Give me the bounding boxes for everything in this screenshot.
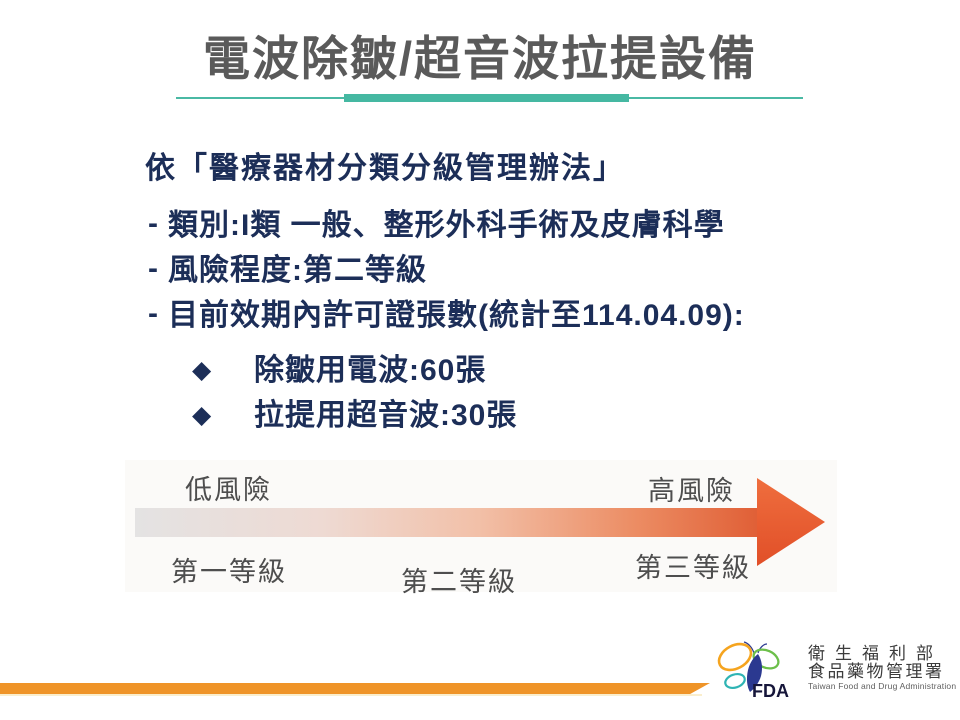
- bullet-text-license-count: 目前效期內許可證張數(統計至114.04.09):: [168, 299, 745, 332]
- list-item: - 目前效期內許可證張數(統計至114.04.09):: [148, 293, 745, 338]
- diamond-bullet-icon: ◆: [192, 356, 212, 384]
- sub-bullet-list: ◆ 除皺用電波:60張 ◆ 拉提用超音波:30張: [192, 348, 517, 438]
- butterfly-logo-icon: FDA: [717, 641, 789, 701]
- agency-parent-name: 衛生福利部: [808, 644, 943, 663]
- list-item: ◆ 除皺用電波:60張: [192, 348, 517, 393]
- list-item: ◆ 拉提用超音波:30張: [192, 393, 517, 438]
- title-underline: [176, 94, 803, 102]
- footer-accent-bar: [0, 683, 710, 694]
- list-item: - 風險程度:第二等級: [148, 248, 745, 293]
- high-risk-label: 高風險: [648, 476, 735, 506]
- sub-bullet-text-ultrasound: 拉提用超音波:30張: [254, 399, 518, 432]
- low-risk-label: 低風險: [185, 475, 272, 505]
- bullet-text-risk-level: 風險程度:第二等級: [168, 254, 427, 287]
- footer-accent-bar-highlight: [0, 694, 702, 696]
- risk-level-diagram: 低風險 高風險 第一等級 第二等級 第三等級: [125, 460, 837, 597]
- bullet-text-category: 類別:I類 一般、整形外科手術及皮膚科學: [168, 209, 725, 242]
- sub-bullet-text-rf: 除皺用電波:60張: [254, 354, 487, 387]
- agency-name-block: 衛生福利部 食品藥物管理署 Taiwan Food and Drug Admin…: [808, 644, 957, 692]
- level-3-label: 第三等級: [635, 553, 751, 583]
- level-1-label: 第一等級: [171, 557, 287, 587]
- agency-name: 食品藥物管理署: [808, 662, 945, 681]
- page-title: 電波除皺/超音波拉提設備: [202, 32, 758, 85]
- diamond-bullet-icon: ◆: [192, 401, 212, 429]
- section-heading: 依「醫療器材分類分級管理辦法」: [145, 152, 625, 185]
- dash-marker: -: [148, 297, 158, 330]
- risk-gradient-arrow: [135, 478, 825, 566]
- level-2-label: 第二等級: [401, 567, 517, 597]
- title-underline-accent: [344, 94, 629, 102]
- dash-marker: -: [148, 252, 158, 285]
- dash-marker: -: [148, 207, 158, 240]
- tfda-logo: FDA 衛生福利部 食品藥物管理署 Taiwan Food and Drug A…: [708, 636, 957, 702]
- agency-english-name: Taiwan Food and Drug Administration: [808, 681, 957, 691]
- fda-acronym-text: FDA: [752, 681, 789, 701]
- list-item: - 類別:I類 一般、整形外科手術及皮膚科學: [148, 203, 745, 248]
- bullet-list: - 類別:I類 一般、整形外科手術及皮膚科學 - 風險程度:第二等級 - 目前效…: [148, 203, 745, 338]
